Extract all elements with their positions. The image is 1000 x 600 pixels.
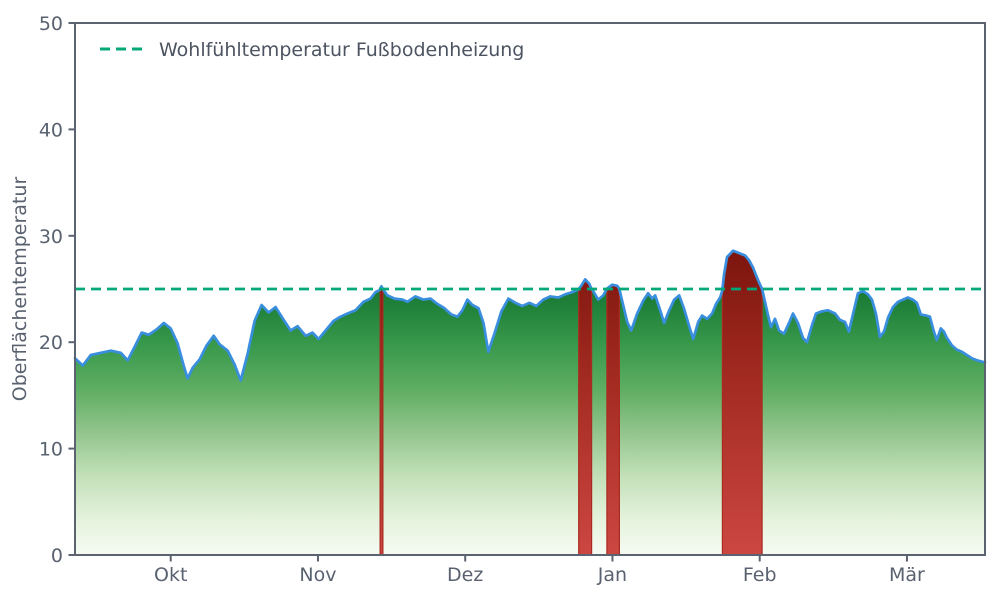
legend-label: Wohlfühltemperatur Fußbodenheizung bbox=[159, 39, 524, 61]
x-tick-label: Okt bbox=[154, 564, 187, 586]
exceedance-band bbox=[721, 249, 763, 556]
exceedance-band bbox=[606, 284, 620, 556]
y-tick-label: 0 bbox=[51, 545, 63, 567]
y-tick-label: 20 bbox=[39, 332, 63, 354]
x-tick-label: Nov bbox=[299, 564, 336, 586]
temperature-area-fill bbox=[75, 250, 985, 555]
temperature-curve bbox=[73, 249, 987, 382]
temperature-area-path bbox=[75, 250, 985, 555]
y-tick-label: 40 bbox=[39, 119, 63, 141]
x-tick-label: Dez bbox=[447, 564, 483, 586]
legend: Wohlfühltemperatur Fußbodenheizung bbox=[100, 39, 524, 61]
axis-ticks: Okt Nov Dez Jan Feb Mär 0 10 20 30 40 50 bbox=[39, 13, 925, 586]
exceedance-band bbox=[578, 278, 593, 556]
y-tick-label: 50 bbox=[39, 13, 63, 35]
x-tick-label: Jan bbox=[597, 564, 627, 586]
y-axis-label: Oberflächentemperatur bbox=[9, 177, 31, 402]
y-tick-label: 10 bbox=[39, 439, 63, 461]
exceedance-band bbox=[379, 284, 384, 556]
x-tick-label: Feb bbox=[743, 564, 777, 586]
temperature-curve-path bbox=[73, 249, 987, 382]
plot-border bbox=[74, 22, 986, 556]
y-tick-label: 30 bbox=[39, 226, 63, 248]
x-tick-label: Mär bbox=[889, 564, 925, 586]
